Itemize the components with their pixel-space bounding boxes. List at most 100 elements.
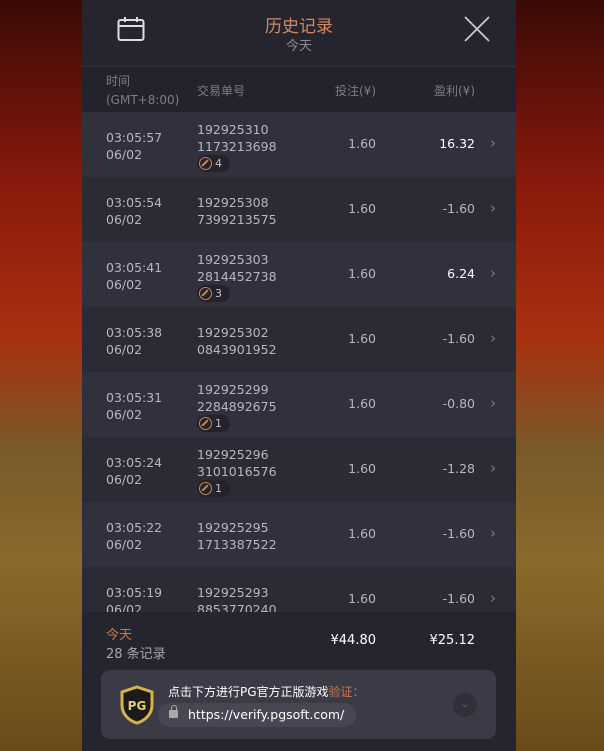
id-line2: 8853770240 bbox=[197, 602, 277, 612]
summary-period: 今天 bbox=[106, 628, 133, 643]
table-row[interactable]: 03:05:31 06/02 192925299 2284892675 1 1.60 … bbox=[82, 372, 516, 437]
page-title: 历史记录 bbox=[265, 17, 333, 37]
row-id: 192925293 8853770240 bbox=[197, 584, 277, 612]
bet: 1.60 bbox=[348, 396, 376, 411]
row-id: 192925310 1173213698 4 bbox=[197, 121, 277, 174]
table-row[interactable]: 03:05:19 06/02 192925293 8853770240 1.60 -… bbox=[82, 567, 516, 612]
id-line2: 1713387522 bbox=[197, 537, 277, 552]
col-bet: 投注(¥) bbox=[335, 84, 376, 98]
free-spin-badge: 3 bbox=[197, 285, 230, 302]
date-filter-label: 今天 bbox=[285, 39, 312, 54]
id-line1: 192925293 bbox=[197, 585, 269, 600]
chevron-right-icon[interactable]: › bbox=[490, 329, 496, 347]
row-id: 192925303 2814452738 3 bbox=[197, 251, 277, 304]
date: 06/02 bbox=[106, 472, 143, 487]
verify-banner: PG 点击下方进行PG官方正版游戏验证： https://verify.pgso… bbox=[101, 670, 496, 739]
col-id: 交易单号 bbox=[197, 84, 246, 98]
free-spin-badge: 1 bbox=[197, 415, 230, 432]
calendar-icon[interactable] bbox=[117, 16, 145, 42]
chevron-right-icon[interactable]: › bbox=[490, 134, 496, 152]
bet: 1.60 bbox=[348, 266, 376, 281]
verify-text: 点击下方进行PG官方正版游戏验证： bbox=[168, 683, 365, 700]
table-row[interactable]: 03:05:38 06/02 192925302 0843901952 1.60 -… bbox=[82, 307, 516, 372]
profit: 16.32 bbox=[439, 136, 475, 151]
row-time: 03:05:22 06/02 bbox=[106, 519, 162, 553]
time: 03:05:22 bbox=[106, 520, 163, 535]
table-row[interactable]: 03:05:57 06/02 192925310 1173213698 4 1.60 … bbox=[82, 112, 516, 177]
bet: 1.60 bbox=[348, 136, 376, 151]
total-bet: ¥44.80 bbox=[330, 633, 377, 648]
close-icon[interactable] bbox=[464, 16, 490, 42]
profit: -1.60 bbox=[442, 591, 475, 606]
col-time: 时间 bbox=[106, 74, 131, 88]
bet: 1.60 bbox=[348, 331, 376, 346]
date: 06/02 bbox=[106, 537, 143, 552]
time: 03:05:57 bbox=[106, 130, 163, 145]
table-row[interactable]: 03:05:41 06/02 192925303 2814452738 3 1.60 … bbox=[82, 242, 516, 307]
id-line2: 0843901952 bbox=[197, 342, 277, 357]
row-time: 03:05:54 06/02 bbox=[106, 194, 162, 228]
header: 历史记录 今天 bbox=[82, 0, 516, 67]
row-time: 03:05:19 06/02 bbox=[106, 584, 162, 612]
date: 06/02 bbox=[106, 342, 143, 357]
spin-icon bbox=[199, 417, 212, 430]
bet: 1.60 bbox=[348, 461, 376, 476]
expand-chevron-icon[interactable]: ⌄ bbox=[453, 693, 477, 717]
free-spin-badge: 4 bbox=[197, 155, 230, 172]
row-time: 03:05:41 06/02 bbox=[106, 259, 162, 293]
date: 06/02 bbox=[106, 277, 143, 292]
row-id: 192925295 1713387522 bbox=[197, 519, 277, 553]
verify-link[interactable]: https://verify.pgsoft.com/ bbox=[158, 703, 357, 727]
profit: -1.60 bbox=[442, 331, 475, 346]
date: 06/02 bbox=[106, 212, 143, 227]
chevron-right-icon[interactable]: › bbox=[490, 524, 496, 542]
id-line2: 7399213575 bbox=[197, 212, 277, 227]
chevron-right-icon[interactable]: › bbox=[490, 199, 496, 217]
id-line2: 1173213698 bbox=[197, 139, 277, 154]
id-line1: 192925299 bbox=[197, 382, 269, 397]
table-row[interactable]: 03:05:24 06/02 192925296 3101016576 1 1.60 … bbox=[82, 437, 516, 502]
profit: -1.60 bbox=[442, 526, 475, 541]
id-line1: 192925308 bbox=[197, 195, 269, 210]
free-spin-badge: 1 bbox=[197, 480, 230, 497]
row-id: 192925302 0843901952 bbox=[197, 324, 277, 358]
time: 03:05:19 bbox=[106, 585, 163, 600]
record-count: 28 条记录 bbox=[106, 647, 166, 662]
time: 03:05:24 bbox=[106, 455, 163, 470]
row-time: 03:05:57 06/02 bbox=[106, 129, 162, 163]
chevron-right-icon[interactable]: › bbox=[490, 589, 496, 607]
id-line1: 192925303 bbox=[197, 252, 269, 267]
bet: 1.60 bbox=[348, 201, 376, 216]
profit: -1.60 bbox=[442, 201, 475, 216]
badge-count: 1 bbox=[215, 417, 222, 430]
id-line2: 2284892675 bbox=[197, 399, 277, 414]
col-timezone: (GMT+8:00) bbox=[106, 93, 180, 107]
bet: 1.60 bbox=[348, 591, 376, 606]
svg-text:PG: PG bbox=[128, 699, 147, 713]
summary: 今天 28 条记录 ¥44.80 ¥25.12 bbox=[82, 612, 516, 670]
chevron-right-icon[interactable]: › bbox=[490, 459, 496, 477]
table-row[interactable]: 03:05:22 06/02 192925295 1713387522 1.60 -… bbox=[82, 502, 516, 567]
id-line2: 2814452738 bbox=[197, 269, 277, 284]
pg-logo-icon: PG bbox=[120, 685, 154, 725]
bet: 1.60 bbox=[348, 526, 376, 541]
chevron-right-icon[interactable]: › bbox=[490, 394, 496, 412]
time: 03:05:41 bbox=[106, 260, 163, 275]
chevron-right-icon[interactable]: › bbox=[490, 264, 496, 282]
history-list[interactable]: 03:05:57 06/02 192925310 1173213698 4 1.60 … bbox=[82, 112, 516, 612]
spin-icon bbox=[199, 287, 212, 300]
row-time: 03:05:31 06/02 bbox=[106, 389, 162, 423]
column-headers: 时间 (GMT+8:00) 交易单号 投注(¥) 盈利(¥) bbox=[82, 67, 516, 112]
lock-icon bbox=[169, 705, 178, 718]
time: 03:05:54 bbox=[106, 195, 163, 210]
table-row[interactable]: 03:05:54 06/02 192925308 7399213575 1.60 -… bbox=[82, 177, 516, 242]
time: 03:05:31 bbox=[106, 390, 163, 405]
row-id: 192925299 2284892675 1 bbox=[197, 381, 277, 434]
spin-icon bbox=[199, 482, 212, 495]
profit: -1.28 bbox=[442, 461, 475, 476]
profit: -0.80 bbox=[442, 396, 475, 411]
col-profit: 盈利(¥) bbox=[434, 84, 475, 98]
date: 06/02 bbox=[106, 407, 143, 422]
id-line1: 192925296 bbox=[197, 447, 269, 462]
badge-count: 4 bbox=[215, 157, 222, 170]
